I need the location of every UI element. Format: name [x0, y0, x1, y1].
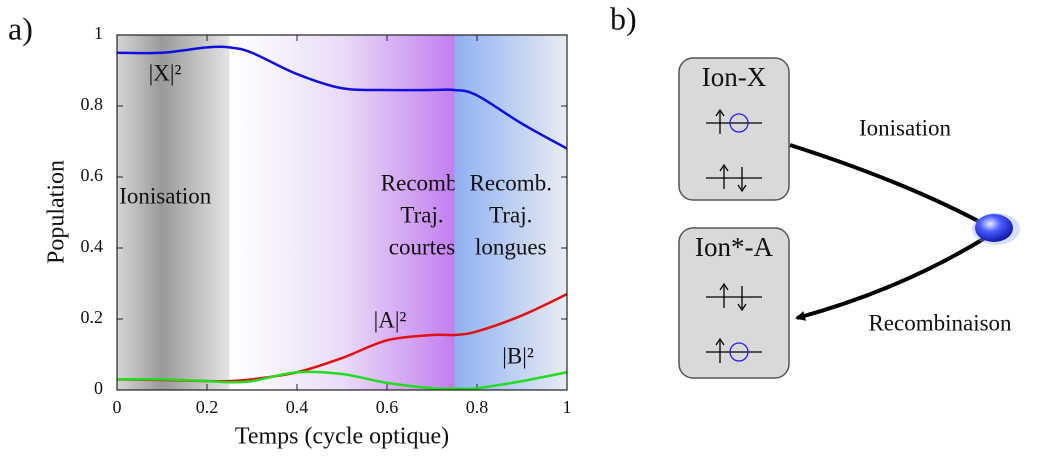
- series-line: [116, 370, 568, 391]
- region: [117, 35, 230, 390]
- arrow-curve: [789, 143, 981, 224]
- region-label: courtes: [389, 234, 455, 259]
- arrow-label: Recombinaison: [868, 310, 1012, 335]
- y-axis-label: Population: [44, 160, 70, 264]
- arrow-label: Ionisation: [859, 115, 951, 140]
- box-title: Ion-X: [702, 62, 767, 92]
- region-label: Recomb.: [381, 170, 463, 195]
- orbital-icon: [706, 282, 762, 363]
- x-tick-label: 0.6: [376, 397, 399, 417]
- y-tick-label: 1: [94, 23, 103, 43]
- y-tick-label: 0.6: [81, 165, 104, 185]
- region-label: longues: [475, 234, 547, 259]
- x-tick-label: 1: [563, 397, 572, 417]
- series-line: [116, 45, 568, 150]
- y-tick-label: 0.8: [81, 94, 104, 114]
- electron: [975, 214, 1013, 242]
- orbital-icon: [706, 108, 762, 193]
- region-label: Recomb.: [470, 170, 552, 195]
- x-tick-label: 0.8: [466, 397, 489, 417]
- region-label: Traj.: [489, 202, 532, 227]
- series-label: |X|²: [149, 60, 182, 85]
- diagram: Ion-X Ion*-A Ionisation Recombinaison: [678, 57, 1020, 379]
- box: [678, 227, 790, 379]
- x-axis-label: Temps (cycle optique): [235, 424, 449, 450]
- y-tick-label: 0.4: [81, 236, 104, 256]
- series-label: |B|²: [502, 343, 534, 368]
- x-tick-label: 0: [113, 397, 122, 417]
- region-label: Traj.: [400, 202, 443, 227]
- region-label: Ionisation: [119, 183, 211, 208]
- region: [229, 35, 455, 390]
- panel-label: b): [610, 0, 637, 36]
- arrow-curve: [795, 236, 987, 321]
- plot: 0 0.2 0.4 0.6 0.8 1 0 0.2 0.4 0.6 0.8 1 |X|² |A|² |B|²: [81, 23, 572, 417]
- x-tick-label: 0.2: [196, 397, 219, 417]
- box: [678, 57, 790, 201]
- box-title: Ion*-A: [695, 232, 773, 262]
- plot-frame: [116, 34, 568, 391]
- x-tick-label: 0.4: [286, 397, 309, 417]
- series-label: |A|²: [374, 307, 407, 332]
- panel-label: a): [8, 10, 33, 46]
- y-tick-label: 0.2: [81, 307, 104, 327]
- y-tick-label: 0: [94, 378, 103, 398]
